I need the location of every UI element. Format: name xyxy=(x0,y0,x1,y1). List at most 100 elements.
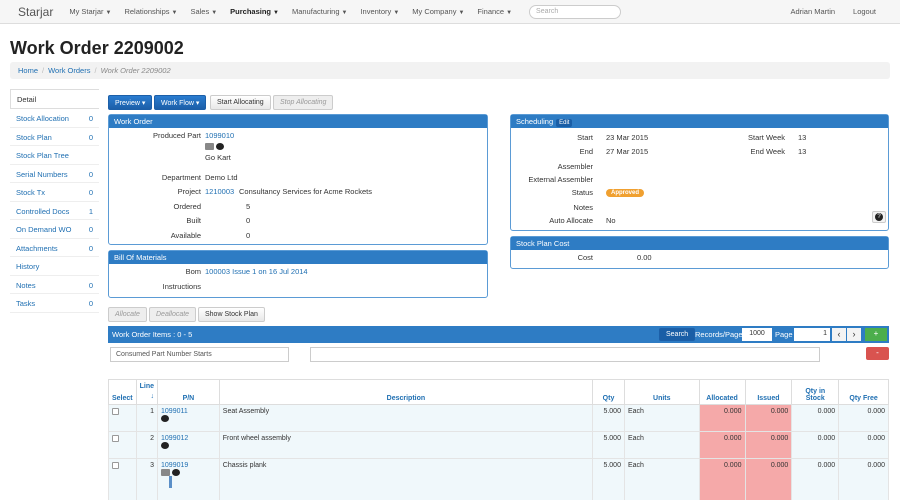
col-qty-free[interactable]: Qty Free xyxy=(838,379,889,405)
work-flow-button[interactable]: Work Flow ▾ xyxy=(154,95,207,110)
sidebar-item-tasks[interactable]: Tasks 0 xyxy=(10,294,99,313)
sort-arrow-icon: ↓ xyxy=(150,393,155,400)
qty-free-cell: 0.000 xyxy=(838,458,889,500)
sidebar-item-controlled-docs[interactable]: Controlled Docs 1 xyxy=(10,202,99,220)
produced-part-link[interactable]: 1099010 xyxy=(205,131,235,140)
row-checkbox[interactable] xyxy=(112,435,119,442)
col-qty[interactable]: Qty xyxy=(592,379,625,405)
allocate-button[interactable]: Allocate xyxy=(108,307,147,322)
user-name-link[interactable]: Adrian Martin xyxy=(790,7,836,16)
col-description[interactable]: Description xyxy=(218,379,594,405)
breadcrumb-separator: / xyxy=(94,66,97,75)
nav-manufacturing[interactable]: Manufacturing ▼ xyxy=(291,7,348,16)
sidebar-item-notes[interactable]: Notes 0 xyxy=(10,276,99,294)
nav-purchasing[interactable]: Purchasing ▼ xyxy=(230,7,279,16)
issued-cell: 0.000 xyxy=(744,458,793,500)
prev-page-button[interactable]: ‹ xyxy=(832,328,846,341)
col-qty-in-stock[interactable]: Qty in Stock xyxy=(791,379,840,405)
page-input[interactable]: 1 xyxy=(794,328,830,341)
row-checkbox[interactable] xyxy=(112,408,119,415)
sidebar-item-serial-numbers[interactable]: Serial Numbers 0 xyxy=(10,165,99,183)
sidebar-item-stock-plan-tree[interactable]: Stock Plan Tree xyxy=(10,146,99,165)
select-cell xyxy=(108,431,137,459)
bill-of-materials-panel: Bill Of Materials Bom 100003 Issue 1 on … xyxy=(108,250,488,298)
sidebar-item-on-demand-wo[interactable]: On Demand WO 0 xyxy=(10,220,99,239)
nav-sales[interactable]: Sales ▼ xyxy=(190,7,218,16)
row-checkbox[interactable] xyxy=(112,462,119,469)
work-order-panel: Work Order Produced Part 1099010 Go Kart… xyxy=(108,114,488,245)
line-cell: 2 xyxy=(135,431,159,459)
part-link[interactable]: 1099011 xyxy=(161,408,188,415)
nav-search-input[interactable]: Search xyxy=(529,4,622,19)
sidebar-item-history[interactable]: History xyxy=(10,257,99,276)
stop-allocating-button[interactable]: Stop Allocating xyxy=(273,95,334,110)
end-label: End xyxy=(579,147,593,156)
qty-in-stock-cell: 0.000 xyxy=(791,431,840,459)
issued-cell: 0.000 xyxy=(744,431,793,459)
work-order-items-table: Select Line ↓ P/N Description Qty Units A… xyxy=(108,379,889,500)
nav-inventory[interactable]: Inventory ▼ xyxy=(360,7,400,16)
available-value: 0 xyxy=(246,231,251,240)
part-link[interactable]: 1099019 xyxy=(161,462,189,469)
records-per-page-input[interactable]: 1000 xyxy=(742,328,772,341)
preview-button[interactable]: Preview ▾ xyxy=(108,95,153,110)
barcode-icon[interactable] xyxy=(161,469,171,476)
project-label: Project xyxy=(177,187,201,196)
help-button[interactable]: ? xyxy=(872,211,886,223)
available-label: Available xyxy=(170,231,201,240)
table-row: 3 1099019 Chassis plank 5.000 Each 0.000… xyxy=(108,458,889,500)
end-week-value: 13 xyxy=(798,147,807,156)
start-allocating-button[interactable]: Start Allocating xyxy=(210,95,271,110)
sidebar-item-stock-tx[interactable]: Stock Tx 0 xyxy=(10,183,99,202)
brand-logo[interactable]: Starjar xyxy=(18,4,54,19)
caret-down-icon: ▼ xyxy=(506,10,513,16)
logout-link[interactable]: Logout xyxy=(853,7,876,16)
description-cell: Chassis plank xyxy=(218,458,594,500)
issued-cell: 0.000 xyxy=(744,404,793,432)
auto-allocate-value: No xyxy=(606,216,616,225)
allocated-cell: 0.000 xyxy=(698,404,746,432)
remove-filter-button[interactable]: - xyxy=(866,347,889,360)
part-link[interactable]: 1099012 xyxy=(161,435,189,442)
caret-down-icon: ▼ xyxy=(393,10,400,16)
next-page-button[interactable]: › xyxy=(847,328,861,341)
page-label: Page xyxy=(775,330,793,339)
sidebar-item-stock-allocation[interactable]: Stock Allocation 0 xyxy=(10,109,99,128)
sidebar-item-attachments[interactable]: Attachments 0 xyxy=(10,239,99,257)
bom-label: Bom xyxy=(185,267,201,276)
description-filter-input[interactable] xyxy=(310,347,820,362)
col-allocated[interactable]: Allocated xyxy=(698,379,746,405)
col-line[interactable]: Line ↓ xyxy=(135,379,159,405)
part-number-filter-input[interactable]: Consumed Part Number Starts xyxy=(110,347,289,362)
deallocate-button[interactable]: Deallocate xyxy=(149,307,197,322)
col-units[interactable]: Units xyxy=(623,379,700,405)
line-cell: 1 xyxy=(135,404,159,432)
bom-link[interactable]: 100003 Issue 1 on 16 Jul 2014 xyxy=(205,267,308,276)
sidebar-item-detail[interactable]: Detail xyxy=(10,89,99,109)
nav-relationships[interactable]: Relationships ▼ xyxy=(124,7,178,16)
question-icon: ? xyxy=(875,213,883,221)
edit-scheduling-button[interactable]: Edit xyxy=(556,119,573,127)
col-issued[interactable]: Issued xyxy=(744,379,793,405)
nav-finance[interactable]: Finance ▼ xyxy=(477,7,513,16)
status-badge: Approved xyxy=(606,187,645,197)
start-week-label: Start Week xyxy=(748,133,785,142)
count-badge: 0 xyxy=(88,188,93,197)
drag-handle-icon[interactable] xyxy=(169,476,173,489)
col-pn[interactable]: P/N xyxy=(157,379,220,405)
barcode-icon[interactable] xyxy=(205,142,214,150)
select-cell xyxy=(108,458,137,500)
show-stock-plan-button[interactable]: Show Stock Plan xyxy=(198,307,265,322)
breadcrumb-work-orders[interactable]: Work Orders xyxy=(48,66,91,75)
nav-my-starjar[interactable]: My Starjar ▼ xyxy=(69,7,112,16)
add-item-button[interactable]: + xyxy=(865,328,887,341)
search-button[interactable]: Search xyxy=(659,328,696,341)
cost-label: Cost xyxy=(577,253,593,262)
project-link[interactable]: 1210003 xyxy=(205,187,235,196)
records-per-page-label: Records/Page xyxy=(695,330,743,339)
nav-my-company[interactable]: My Company ▼ xyxy=(412,7,465,16)
panel-title: Stock Plan Cost xyxy=(511,237,888,250)
select-cell xyxy=(108,404,137,432)
sidebar-item-stock-plan[interactable]: Stock Plan 0 xyxy=(10,128,99,146)
breadcrumb-home[interactable]: Home xyxy=(18,66,39,75)
